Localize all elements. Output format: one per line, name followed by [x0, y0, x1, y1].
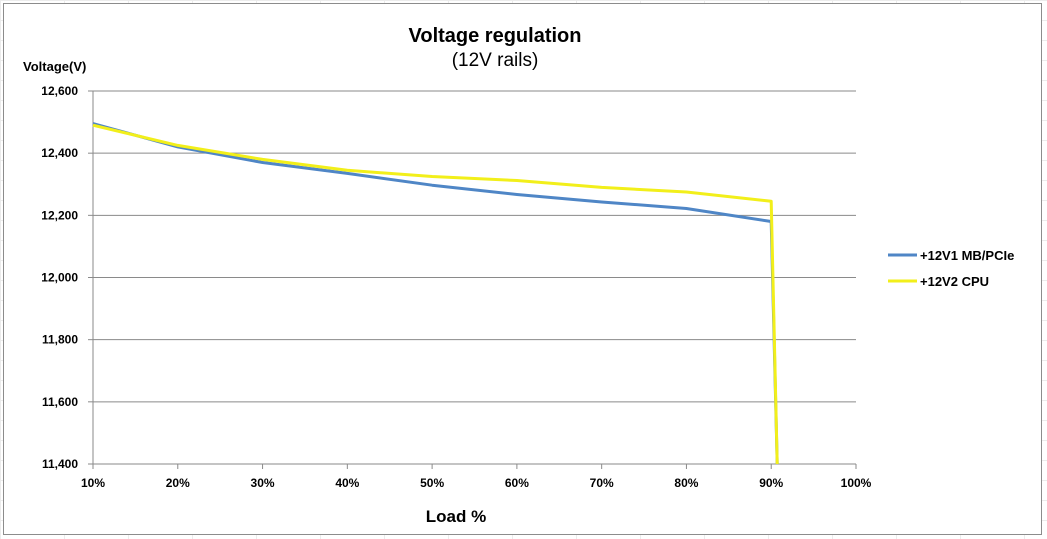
legend-label-2: +12V2 CPU — [920, 274, 989, 289]
x-tick-label: 40% — [335, 476, 359, 490]
y-tick-label: 11,800 — [42, 333, 78, 347]
y-tick-label: 11,600 — [42, 395, 78, 409]
x-tick-label: 90% — [759, 476, 783, 490]
axes — [88, 90, 857, 469]
y-tick-labels: 11,400 11,600 11,800 12,000 12,200 12,400 12,6… — [41, 84, 78, 471]
x-tick-label: 50% — [420, 476, 444, 490]
x-tick-label: 70% — [590, 476, 614, 490]
x-tick-label: 30% — [251, 476, 275, 490]
chart-subtitle: (12V rails) — [452, 50, 539, 71]
x-tick-label: 20% — [166, 476, 190, 490]
x-tick-label: 80% — [674, 476, 698, 490]
chart-title: Voltage regulation — [409, 25, 582, 47]
chart-frame — [3, 3, 1042, 535]
series-line-1 — [92, 122, 779, 465]
watermark-text: PCMAG.VN — [910, 501, 1039, 528]
y-tick-label: 12,200 — [41, 208, 78, 222]
y-tick-label: 12,400 — [41, 146, 78, 160]
x-tick-label: 60% — [505, 476, 529, 490]
x-tick-label: 100% — [841, 476, 872, 490]
y-tick-label: 12,000 — [41, 271, 78, 285]
series-lines — [92, 122, 779, 465]
y-tick-label: 11,400 — [42, 457, 78, 471]
y-axis-label: Voltage(V) — [23, 59, 86, 74]
x-axis-label: Load % — [426, 507, 486, 526]
y-tick-label: 12,600 — [41, 84, 78, 98]
series-line-2 — [92, 123, 779, 465]
x-tick-label: 10% — [81, 476, 105, 490]
gridlines — [93, 90, 856, 403]
legend-label-1: +12V1 MB/PCIe — [920, 248, 1014, 263]
x-tick-labels: 10% 20% 30% 40% 50% 60% 70% 80% 90% 100% — [81, 476, 872, 490]
legend: +12V1 MB/PCIe +12V2 CPU — [888, 248, 1014, 289]
